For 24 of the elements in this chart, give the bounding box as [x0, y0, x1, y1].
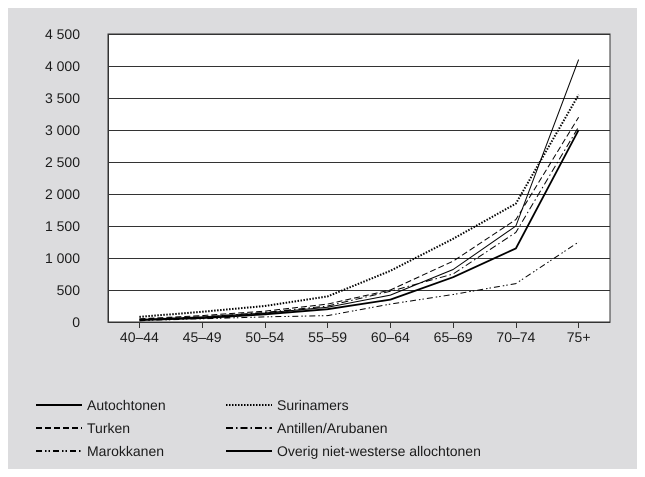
- x-tick-label: 70–74: [496, 329, 536, 345]
- legend-label: Turken: [87, 420, 130, 436]
- y-tick-label: 4 000: [44, 58, 80, 74]
- x-tick-label: 60–64: [370, 329, 410, 345]
- legend-label: Overig niet-westerse allochtonen: [277, 443, 481, 459]
- y-tick-label: 4 500: [44, 26, 80, 42]
- y-tick-label: 1 500: [44, 218, 80, 234]
- y-tick-label: 3 000: [44, 122, 80, 138]
- legend-label: Antillen/Arubanen: [277, 420, 388, 436]
- x-tick-label: 50–54: [245, 329, 285, 345]
- legend-label: Surinamers: [277, 397, 349, 413]
- x-tick-label: 45–49: [182, 329, 222, 345]
- x-tick-label: 40–44: [120, 329, 160, 345]
- y-tick-label: 2 000: [44, 186, 80, 202]
- legend-label: Autochtonen: [87, 397, 166, 413]
- y-tick-label: 2 500: [44, 154, 80, 170]
- x-tick-label: 65–69: [434, 329, 473, 345]
- y-tick-label: 500: [56, 282, 80, 298]
- y-tick-label: 1 000: [44, 250, 80, 266]
- x-tick-label: 55–59: [308, 329, 348, 345]
- x-tick-label: 75+: [566, 329, 590, 345]
- y-tick-label: 3 500: [44, 90, 80, 106]
- y-tick-label: 0: [72, 314, 80, 330]
- legend-label: Marokkanen: [87, 443, 164, 459]
